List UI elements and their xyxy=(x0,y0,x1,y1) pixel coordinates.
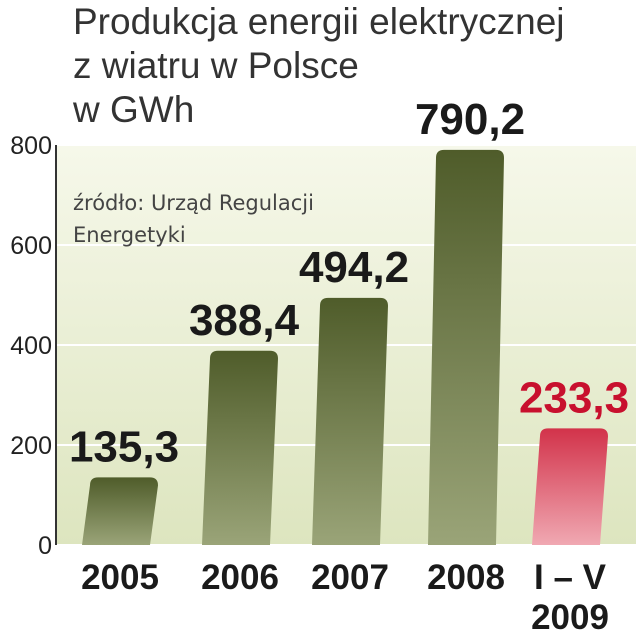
y-axis-ticks: 0 200 400 600 800 xyxy=(10,132,57,560)
y-tick-label: 400 xyxy=(10,332,52,360)
value-label: 233,3 xyxy=(519,373,629,422)
bars xyxy=(82,149,608,545)
title-line: w GWh xyxy=(72,89,194,130)
category-label: I – V xyxy=(534,558,607,597)
value-label: 790,2 xyxy=(415,95,525,144)
value-label: 135,3 xyxy=(69,422,179,471)
category-label: 2007 xyxy=(311,558,389,597)
value-label: 494,2 xyxy=(299,243,409,292)
bar xyxy=(312,297,388,545)
y-tick-label: 600 xyxy=(10,232,52,260)
category-label: 2005 xyxy=(81,558,159,597)
source-note: źródło: Urząd Regulacji Energetyki xyxy=(73,191,314,247)
title-line: Produkcja energii elektrycznej xyxy=(73,1,565,42)
bar xyxy=(202,350,278,545)
y-tick-label: 0 xyxy=(38,532,52,560)
source-line: źródło: Urząd Regulacji xyxy=(73,191,314,215)
bar xyxy=(82,477,158,545)
bar xyxy=(532,428,608,545)
bar xyxy=(428,149,504,545)
category-label: 2006 xyxy=(201,558,279,597)
category-label: 2008 xyxy=(427,558,505,597)
source-line: Energetyki xyxy=(73,223,186,247)
y-tick-label: 200 xyxy=(10,432,52,460)
title-line: z wiatru w Polsce xyxy=(73,45,359,86)
category-label: 2009 xyxy=(531,598,609,637)
value-label: 388,4 xyxy=(189,296,300,345)
y-tick-label: 800 xyxy=(10,132,52,160)
